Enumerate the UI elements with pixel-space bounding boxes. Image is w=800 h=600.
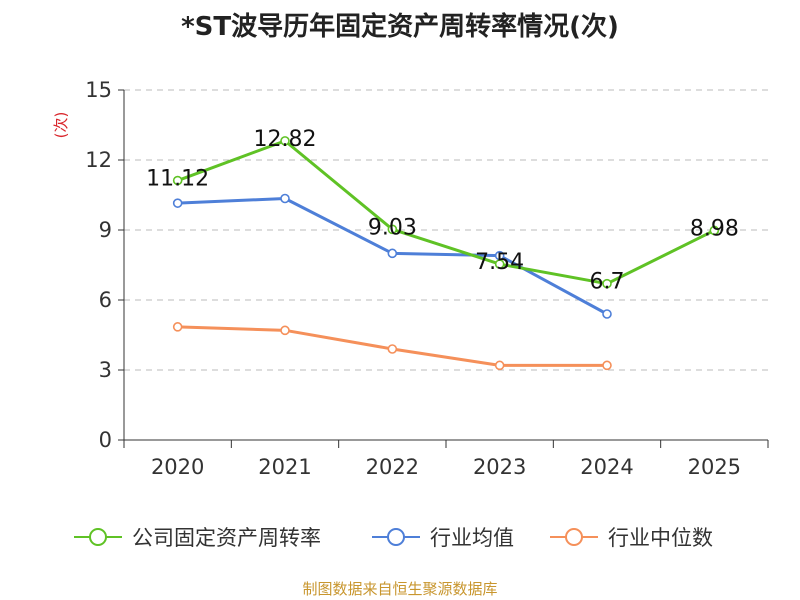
data-point bbox=[387, 224, 398, 235]
x-tick-label: 2021 bbox=[258, 455, 311, 479]
y-tick-label: 3 bbox=[99, 358, 112, 382]
y-tick-label: 0 bbox=[99, 428, 112, 452]
legend-label-industry-mean: 行业均值 bbox=[430, 526, 514, 550]
axis-layer: 0 3 6 9 12 15 (次) 2020 2021 2022 2023 2024 2025 bbox=[52, 78, 769, 479]
chart-title: *ST波导历年固定资产周转率情况(次) bbox=[181, 12, 619, 42]
data-point bbox=[709, 225, 720, 236]
data-point bbox=[172, 198, 183, 208]
data-point bbox=[387, 248, 398, 259]
x-tick-label: 2022 bbox=[366, 455, 419, 479]
x-tick-label: 2023 bbox=[473, 455, 526, 479]
data-label: 6.7 bbox=[590, 270, 625, 295]
data-label-layer: 11.12 12.82 9.03 7.54 6.7 8.98 bbox=[146, 127, 739, 295]
data-point bbox=[172, 322, 183, 332]
legend-line-marker-icon bbox=[372, 528, 420, 546]
data-label: 12.82 bbox=[254, 127, 317, 152]
legend-label-company: 公司固定资产周转率 bbox=[132, 526, 321, 550]
series-line-0 bbox=[177, 139, 715, 286]
data-point bbox=[280, 193, 290, 204]
series-layer bbox=[172, 136, 720, 371]
data-point bbox=[494, 259, 505, 269]
data-label: 11.12 bbox=[146, 167, 209, 192]
data-label: 9.03 bbox=[368, 215, 417, 240]
data-label: 8.98 bbox=[690, 216, 739, 241]
data-label: 7.54 bbox=[475, 250, 524, 275]
y-tick-label: 12 bbox=[85, 148, 112, 172]
data-point bbox=[602, 360, 612, 371]
y-tick-label: 9 bbox=[99, 218, 112, 242]
legend-item-company[interactable]: 公司固定资产周转率 bbox=[72, 522, 321, 552]
data-point bbox=[494, 360, 505, 371]
y-axis-label: (次) bbox=[52, 112, 70, 139]
source-note: 制图数据来自恒生聚源数据库 bbox=[302, 580, 498, 598]
y-tick-label: 15 bbox=[85, 78, 112, 102]
data-point bbox=[280, 136, 290, 146]
y-tick-label: 6 bbox=[99, 288, 112, 312]
data-point bbox=[172, 175, 183, 186]
legend-item-industry-mean[interactable]: 行业均值 bbox=[370, 522, 514, 552]
grid-layer bbox=[124, 89, 768, 371]
legend-line-marker-icon bbox=[550, 528, 598, 546]
data-point bbox=[280, 325, 290, 336]
data-point bbox=[387, 344, 398, 354]
x-tick-label: 2020 bbox=[151, 455, 204, 479]
data-point bbox=[602, 309, 612, 319]
legend-line-marker-icon bbox=[74, 528, 122, 546]
x-tick-label: 2024 bbox=[580, 455, 633, 479]
x-tick-label: 2025 bbox=[688, 455, 741, 479]
data-point bbox=[602, 278, 612, 289]
legend-item-industry-median[interactable]: 行业中位数 bbox=[548, 522, 713, 552]
legend-label-industry-median: 行业中位数 bbox=[608, 526, 713, 550]
